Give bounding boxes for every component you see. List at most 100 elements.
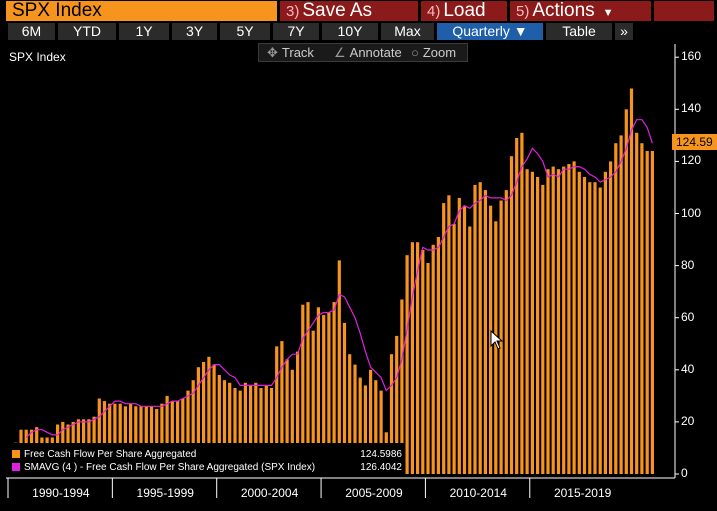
x-tick-label: 2005-2009: [345, 486, 403, 500]
bar: [478, 182, 482, 474]
zoom-label: Zoom: [422, 45, 457, 60]
actions-button[interactable]: 5) Actions ▼: [510, 1, 651, 21]
bar: [405, 255, 409, 474]
range-ytd[interactable]: YTD: [58, 23, 116, 40]
bar: [176, 401, 180, 474]
bar: [629, 88, 634, 474]
range-10y[interactable]: 10Y: [322, 23, 378, 40]
range-max[interactable]: Max: [381, 23, 434, 40]
bar: [635, 132, 639, 475]
bar: [222, 380, 227, 474]
bar: [228, 382, 232, 474]
range-1y[interactable]: 1Y: [119, 23, 169, 40]
save-as-button[interactable]: 3) Save As: [280, 1, 418, 21]
bar: [556, 169, 561, 474]
bar: [567, 164, 571, 474]
range-3y[interactable]: 3Y: [172, 23, 217, 40]
legend-swatch-fcf: [12, 450, 20, 459]
crosshair-icon: ✥: [267, 45, 278, 60]
bar: [118, 403, 122, 474]
bar: [196, 367, 200, 474]
x-axis-dividers: [7, 478, 531, 498]
track-tool[interactable]: ✥ Track: [267, 45, 314, 61]
bar: [421, 250, 425, 474]
track-label: Track: [281, 45, 314, 60]
bar: [363, 385, 367, 474]
load-shortcut: 4): [427, 3, 441, 20]
bar: [342, 322, 347, 474]
more-button[interactable]: »: [615, 23, 633, 40]
bar: [311, 330, 315, 474]
y-tick-label: 140: [681, 101, 702, 116]
load-label: Load: [443, 0, 486, 21]
legend-item-fcf: Free Cash Flow Per Share Aggregated: [12, 449, 196, 461]
bar: [499, 200, 503, 474]
bar: [582, 177, 587, 474]
y-tick-label: 0: [681, 466, 688, 480]
annotate-tool[interactable]: ∠ Annotate: [334, 45, 402, 61]
bar: [191, 380, 195, 474]
bar: [97, 398, 101, 474]
table-button[interactable]: Table: [546, 23, 612, 40]
bar: [436, 237, 440, 474]
bar: [123, 406, 127, 474]
bar: [113, 403, 117, 474]
bar: [102, 401, 107, 474]
bar: [588, 182, 592, 474]
bar: [165, 395, 169, 474]
bar: [457, 197, 461, 474]
legend: Free Cash Flow Per Share Aggregated 124.…: [8, 443, 405, 475]
bar: [275, 346, 279, 474]
ticker-input[interactable]: SPX Index: [6, 1, 277, 21]
legend-label-fcf: Free Cash Flow Per Share Aggregated: [24, 449, 197, 460]
bar: [337, 260, 341, 474]
bar: [144, 406, 148, 474]
bar-series: [9, 88, 654, 475]
range-7y[interactable]: 7Y: [273, 23, 319, 40]
legend-value-fcf: 124.5986: [360, 449, 402, 460]
bar: [400, 299, 404, 474]
dropdown-caret-icon: ▼: [602, 7, 614, 19]
bar: [264, 385, 268, 474]
bar: [431, 244, 435, 474]
bar: [316, 307, 320, 474]
bar: [562, 166, 566, 474]
bar: [530, 171, 534, 475]
frequency-select[interactable]: Quarterly ▼: [437, 23, 543, 40]
magnifier-icon: ○: [411, 45, 419, 60]
y-tick-label: 100: [681, 205, 702, 220]
bar: [525, 169, 529, 474]
bar: [254, 382, 258, 474]
bar: [233, 388, 237, 474]
y-tick-label: 120: [681, 153, 702, 168]
legend-label-sma: SMAVG (4 ) - Free Cash Flow Per Share Ag…: [24, 462, 316, 473]
bar: [515, 138, 519, 474]
y-axis-ticks: [675, 56, 679, 475]
bar: [296, 351, 300, 474]
range-5y[interactable]: 5Y: [220, 23, 270, 40]
bar: [603, 171, 607, 475]
zoom-tool[interactable]: ○ Zoom: [411, 45, 456, 61]
bar: [186, 390, 190, 474]
x-tick-label: 2010-2014: [449, 486, 507, 500]
bar: [395, 335, 399, 474]
bar: [520, 132, 524, 475]
annotate-label: Annotate: [349, 45, 402, 60]
range-6m[interactable]: 6M: [8, 23, 55, 40]
bar: [462, 205, 467, 474]
legend-value-sma: 126.4042: [360, 462, 402, 473]
bar: [129, 403, 133, 474]
last-value-label: 124.59: [672, 134, 717, 150]
bar: [546, 169, 550, 474]
x-tick-label: 1995-1999: [136, 486, 194, 500]
bar: [504, 190, 508, 474]
bar: [483, 190, 487, 474]
bar: [369, 369, 373, 474]
chart-tools: ✥ Track ∠ Annotate ○ Zoom: [258, 43, 468, 62]
bar: [207, 356, 211, 474]
bar: [327, 312, 331, 474]
bar: [108, 403, 112, 474]
bar: [181, 398, 185, 474]
load-button[interactable]: 4) Load: [421, 1, 507, 21]
